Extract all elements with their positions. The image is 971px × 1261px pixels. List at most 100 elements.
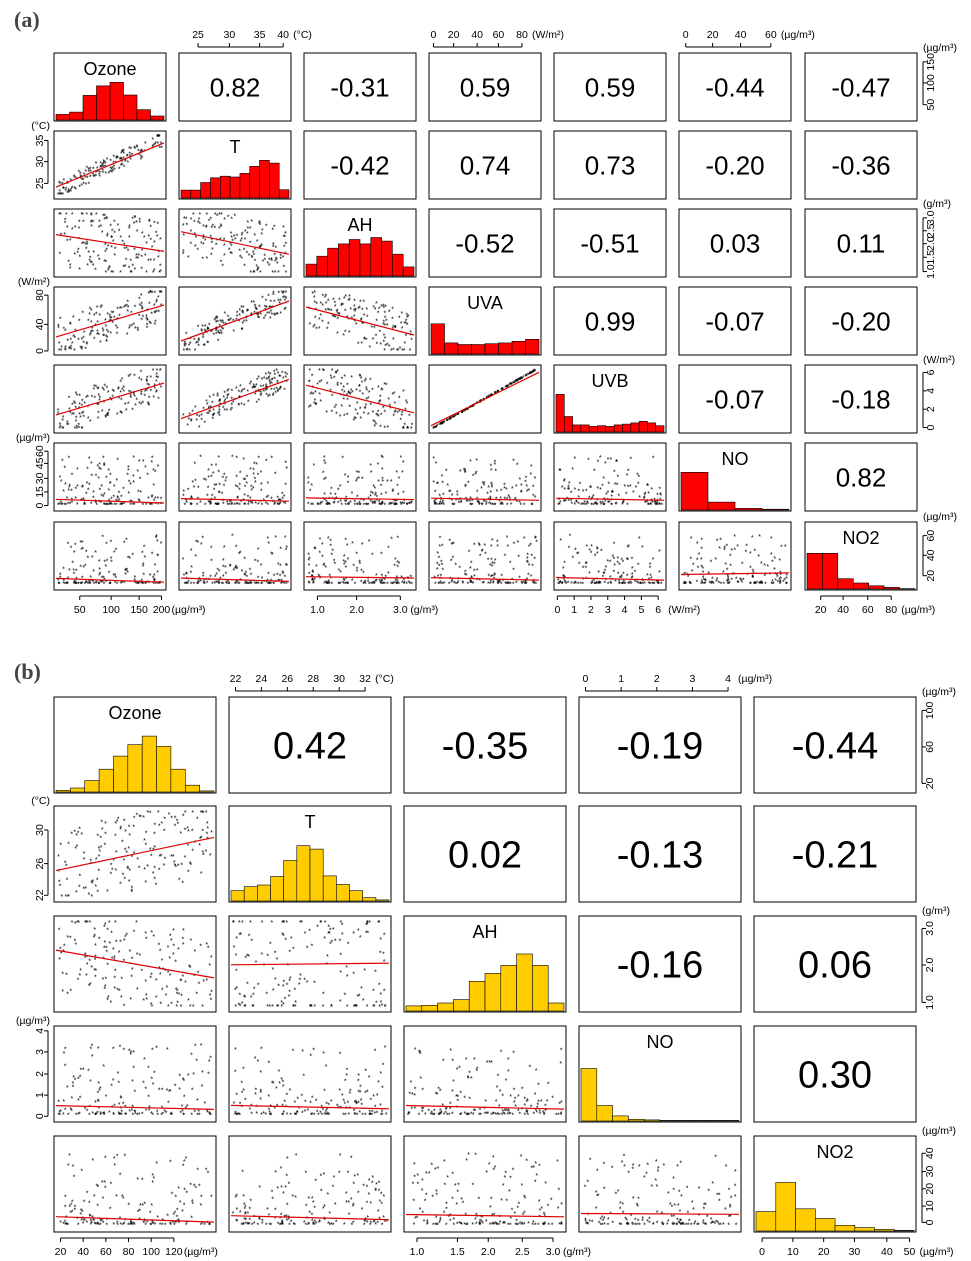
- scatter-point: *: [270, 388, 273, 395]
- histogram-bar: [190, 189, 201, 199]
- scatter-point: *: [74, 543, 77, 550]
- scatter-point: *: [525, 374, 528, 381]
- scatter-point: *: [253, 253, 256, 260]
- scatter-point: *: [441, 501, 444, 508]
- scatter-point: *: [60, 345, 63, 352]
- scatter-point: *: [647, 503, 650, 510]
- scatter-point: *: [236, 1219, 239, 1226]
- scatter-point: *: [376, 494, 379, 501]
- scatter-point: *: [239, 932, 242, 939]
- scatter-point: *: [358, 384, 361, 391]
- scatter-point: *: [74, 225, 77, 232]
- scatter-point: *: [470, 1076, 473, 1083]
- scatter-point: *: [249, 920, 252, 927]
- scatter-point: *: [315, 326, 318, 333]
- panel_b-cell-1-4: -0.21: [753, 805, 917, 903]
- scatter-point: *: [331, 314, 334, 321]
- scatter-point: *: [172, 1213, 175, 1220]
- scatter-point: *: [401, 501, 404, 508]
- scatter-point: *: [374, 486, 377, 493]
- scatter-point: *: [150, 460, 153, 467]
- tick-label: 20: [448, 29, 460, 41]
- scatter-point: *: [490, 393, 493, 400]
- scatter-point: *: [723, 547, 726, 554]
- scatter-point: *: [490, 463, 493, 470]
- scatter-point: *: [112, 1046, 115, 1053]
- histogram-bar: [338, 243, 350, 277]
- scatter-point: *: [294, 1100, 297, 1107]
- scatter-point: *: [351, 390, 354, 397]
- scatter-point: *: [134, 1089, 137, 1096]
- scatter-point: *: [252, 250, 255, 257]
- scatter-point: *: [120, 163, 123, 170]
- scatter-point: *: [238, 488, 241, 495]
- panel_a-cell-5-2: ******* ************ * ********** **********…: [303, 442, 417, 512]
- scatter-point: *: [339, 939, 342, 946]
- scatter-point: *: [347, 390, 350, 397]
- panel_a-cell-5-4: ******* ********** ****** * ** * ************ *…: [553, 442, 667, 512]
- scatter-point: *: [138, 297, 141, 304]
- scatter-point: *: [368, 582, 371, 589]
- scatter-point: *: [265, 372, 268, 379]
- scatter-point: *: [152, 368, 155, 375]
- scatter-point: *: [185, 1222, 188, 1229]
- scatter-point: *: [309, 392, 312, 399]
- scatter-point: *: [359, 502, 362, 509]
- scatter-point: *: [120, 495, 123, 502]
- scatter-point: *: [233, 398, 236, 405]
- correlation-value: 0.74: [460, 150, 511, 180]
- scatter-point: *: [63, 944, 66, 951]
- scatter-point: *: [97, 476, 100, 483]
- scatter-point: *: [66, 181, 69, 188]
- scatter-point: *: [373, 326, 376, 333]
- scatter-point: *: [84, 169, 87, 176]
- scatter-point: *: [277, 382, 280, 389]
- tick-label: 1.0: [310, 604, 325, 616]
- scatter-point: *: [374, 969, 377, 976]
- scatter-point: *: [277, 371, 280, 378]
- correlation-value: -0.42: [330, 150, 389, 180]
- scatter-point: *: [161, 1087, 164, 1094]
- scatter-point: *: [284, 298, 287, 305]
- scatter-point: *: [74, 329, 77, 336]
- scatter-point: *: [451, 415, 454, 422]
- scatter-point: *: [568, 487, 571, 494]
- scatter-point: *: [226, 389, 229, 396]
- scatter-point: *: [96, 464, 99, 471]
- scatter-point: *: [252, 468, 255, 475]
- scatter-point: *: [90, 330, 93, 337]
- scatter-point: *: [311, 944, 314, 951]
- scatter-point: *: [245, 315, 248, 322]
- scatter-point: *: [150, 1223, 153, 1230]
- scatter-point: *: [136, 144, 139, 151]
- scatter-point: *: [368, 1075, 371, 1082]
- scatter-point: *: [492, 1111, 495, 1118]
- histogram-bar: [84, 780, 100, 793]
- scatter-point: *: [235, 502, 238, 509]
- scatter-point: *: [68, 346, 71, 353]
- scatter-point: *: [362, 998, 365, 1005]
- scatter-point: *: [256, 377, 259, 384]
- panel_a-cell-0-3: 0.59: [428, 52, 542, 122]
- scatter-point: *: [177, 947, 180, 954]
- scatter-point: *: [563, 499, 566, 506]
- scatter-point: *: [253, 300, 256, 307]
- scatter-point: *: [207, 475, 210, 482]
- scatter-point: *: [365, 386, 368, 393]
- scatter-point: *: [772, 581, 775, 588]
- histogram-bar: [484, 343, 499, 355]
- scatter-point: *: [62, 415, 65, 422]
- scatter-point: *: [205, 331, 208, 338]
- scatter-point: *: [365, 307, 368, 314]
- scatter-point: *: [382, 305, 385, 312]
- scatter-point: *: [373, 502, 376, 509]
- scatter-point: *: [212, 394, 215, 401]
- scatter-point: *: [182, 233, 185, 240]
- scatter-point: *: [458, 1065, 461, 1072]
- scatter-point: *: [577, 501, 580, 508]
- scatter-point: *: [109, 313, 112, 320]
- scatter-point: *: [160, 385, 163, 392]
- scatter-point: *: [360, 341, 363, 348]
- scatter-point: *: [184, 855, 187, 862]
- scatter-point: *: [129, 500, 132, 507]
